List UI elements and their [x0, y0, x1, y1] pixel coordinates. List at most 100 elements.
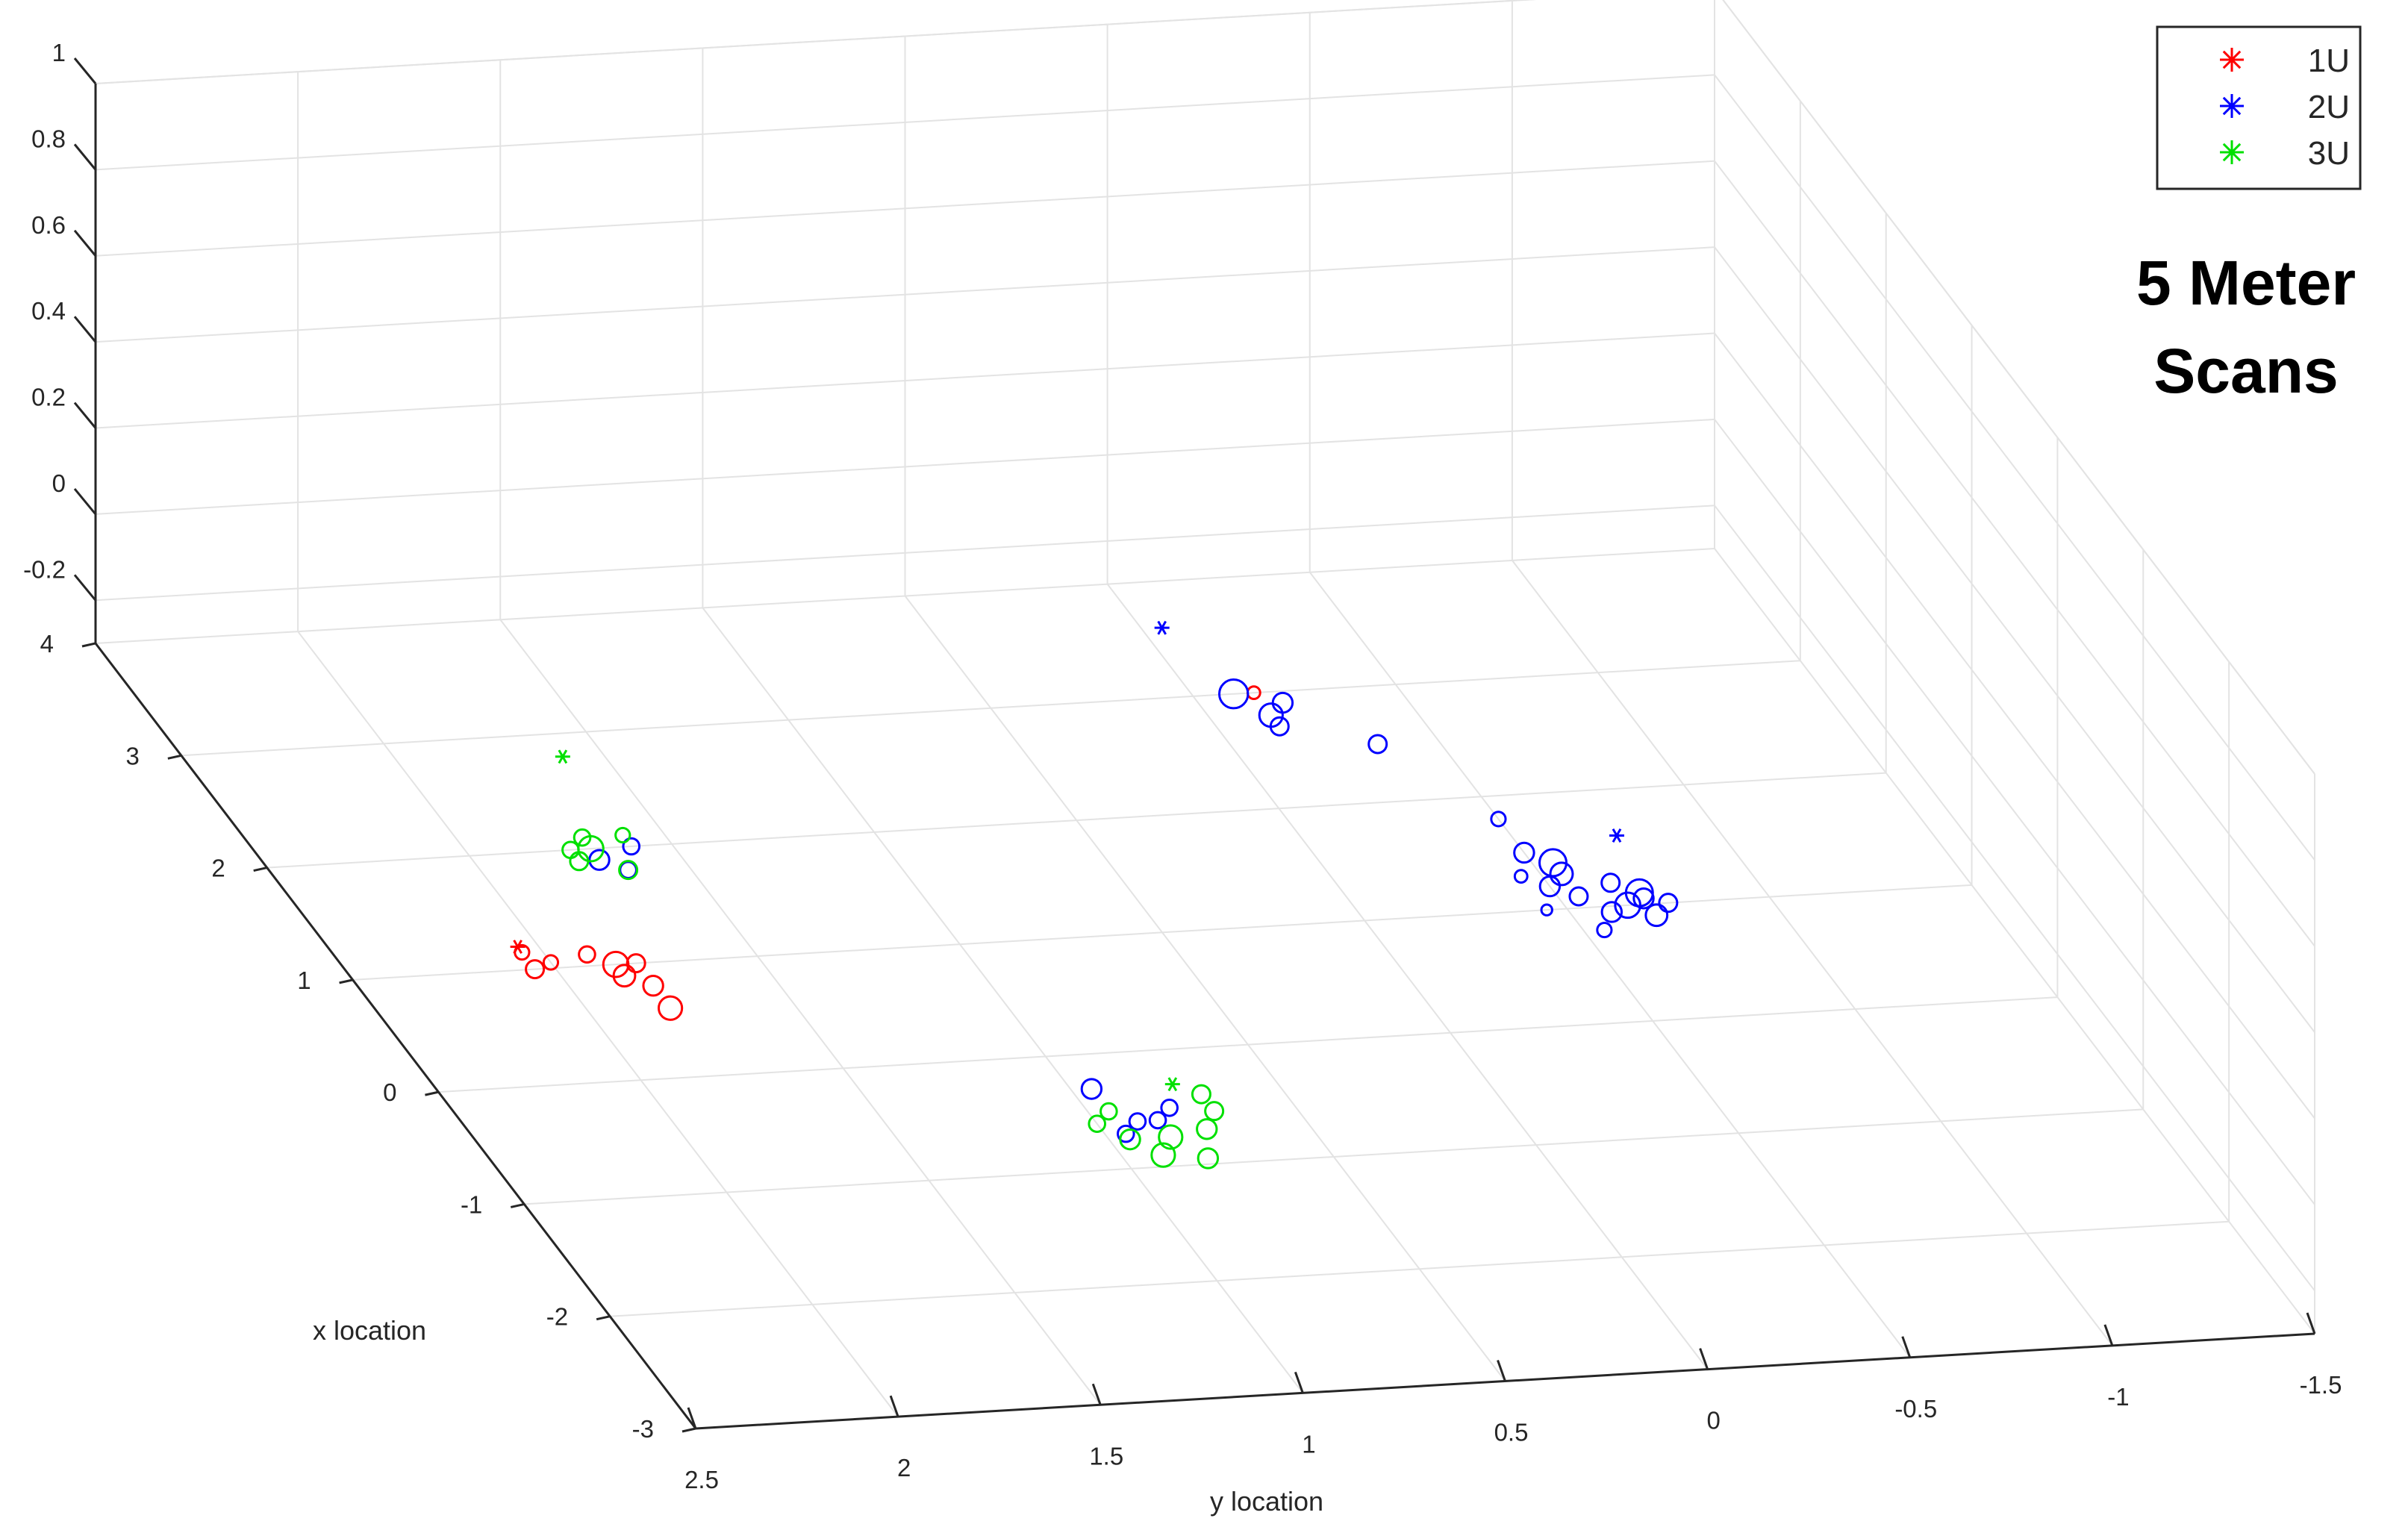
data-point-2u	[1568, 886, 1589, 907]
grid-line-side-z	[1722, 0, 2315, 775]
y-tick-mark	[2103, 1324, 2114, 1346]
z-tick-mark	[73, 57, 97, 84]
data-point-1u	[612, 964, 637, 988]
legend-marker-3u	[2220, 140, 2244, 164]
y-tick-label: 2.5	[684, 1466, 719, 1493]
data-point-2u	[1160, 1099, 1179, 1117]
data-point-3u	[577, 834, 605, 863]
data-point-2u	[1549, 861, 1574, 887]
x-tick-mark	[681, 1427, 696, 1433]
grid-line-floor-y	[1106, 584, 1709, 1370]
grid-line-side-z	[1714, 246, 2315, 1033]
y-tick-mark	[687, 1407, 697, 1429]
data-point-3u	[1119, 1128, 1141, 1151]
data-point-2u	[1148, 1111, 1167, 1130]
grid-line-floor-y	[499, 619, 1102, 1405]
data-point-3u	[1191, 1084, 1211, 1105]
grid-line-wall-z	[95, 160, 1715, 257]
data-point-1u	[578, 945, 596, 964]
y-tick-label: 1	[1302, 1430, 1315, 1458]
annotation-line-1: 5 Meter	[2136, 248, 2356, 318]
grid-line-wall-z	[95, 0, 1536, 84]
z-tick-label: 0.6	[31, 211, 66, 239]
data-point-3u	[1150, 1142, 1176, 1168]
z-tick-mark	[73, 402, 97, 429]
grid-line-side-z	[1714, 419, 2315, 1205]
y-tick-label: 0	[1706, 1407, 1720, 1434]
grid-line-floor-y	[1309, 572, 1911, 1358]
data-point-1u	[542, 954, 560, 971]
data-point-2u	[1596, 921, 1613, 939]
data-point-2u	[622, 837, 641, 856]
x-tick-mark	[339, 978, 353, 984]
data-point-3u	[1158, 1124, 1184, 1150]
data-point-2u	[1540, 903, 1553, 917]
z-tick-mark	[73, 316, 97, 343]
x-tick-label: 1	[297, 967, 311, 994]
data-point-1u	[657, 995, 684, 1021]
x-tick-mark	[167, 754, 182, 760]
grid-line-side-z	[1714, 332, 2315, 1120]
data-point-3u	[618, 860, 639, 881]
y-tick-label: -1.5	[2300, 1371, 2342, 1399]
z-tick-mark	[73, 487, 97, 515]
x-tick-label: 4	[40, 630, 54, 658]
annotation-line-2: Scans	[2153, 336, 2339, 406]
data-point-2u	[1644, 903, 1669, 928]
x-axis-line	[94, 643, 697, 1429]
data-star-3u	[1164, 1077, 1180, 1092]
z-tick-mark	[73, 574, 97, 602]
data-point-2u	[1490, 811, 1507, 828]
legend-label-2u: 2U	[2308, 89, 2350, 125]
grid-line-floor-y	[904, 595, 1506, 1382]
data-point-2u	[1513, 841, 1535, 864]
y-tick-label: 2	[897, 1454, 911, 1482]
legend-box	[2156, 25, 2362, 190]
data-star-3u	[555, 749, 570, 764]
data-point-3u	[1204, 1101, 1225, 1122]
x-tick-mark	[596, 1315, 611, 1321]
z-tick-label: 0	[52, 469, 66, 497]
legend-label-3u: 3U	[2308, 135, 2350, 172]
y-tick-label: 1.5	[1089, 1442, 1123, 1470]
z-tick-mark	[73, 143, 97, 171]
y-tick-label: -1	[2107, 1383, 2129, 1411]
data-point-2u	[1658, 893, 1679, 914]
grid-line-side-z	[1714, 505, 2315, 1291]
data-point-1u	[525, 959, 546, 980]
data-point-2u	[1367, 734, 1388, 755]
grid-line-wall-z	[95, 74, 1715, 171]
tick-labels: 4 3 2 1 0 -1 -2 -3 2.5 2 1.5 1 0.5 0 -0.5 -1 -1.5 1 0.8 0.6…	[23, 39, 2342, 1493]
data-star-2u	[1154, 620, 1170, 635]
x-tick-mark	[81, 642, 96, 648]
data-point-3u	[614, 826, 631, 844]
data-point-3u	[573, 828, 592, 847]
data-point-3u	[1196, 1118, 1218, 1140]
data-point-3u	[1197, 1147, 1220, 1170]
data-point-3u	[1088, 1114, 1107, 1133]
x-tick-label: -1	[461, 1190, 482, 1218]
y-tick-label: -0.5	[1894, 1395, 1937, 1423]
data-point-2u	[1513, 869, 1529, 884]
x-tick-label: 3	[125, 742, 139, 769]
legend-marker-1u	[2220, 48, 2244, 72]
legend-marker-2u	[2220, 94, 2244, 118]
x-tick-label: -2	[546, 1303, 568, 1331]
grid-line-wall-z	[95, 505, 1715, 602]
data-point-2u	[1128, 1112, 1147, 1131]
x-tick-mark	[425, 1090, 439, 1096]
grid-lines	[95, 0, 2315, 1429]
data-point-2u	[1218, 678, 1250, 710]
y-tick-mark	[1901, 1336, 1912, 1358]
data-point-2u	[588, 849, 611, 871]
data-point-2u	[1117, 1124, 1135, 1143]
data-point-1u	[602, 950, 630, 978]
z-tick-mark	[73, 229, 97, 257]
axis-lines	[73, 57, 2316, 1433]
y-tick-mark	[1091, 1383, 1102, 1405]
legend: 1U 2U 3U	[2156, 25, 2362, 190]
data-point-1u	[642, 974, 664, 997]
data-point-2u	[1269, 716, 1290, 737]
data-point-2u	[1080, 1078, 1103, 1100]
